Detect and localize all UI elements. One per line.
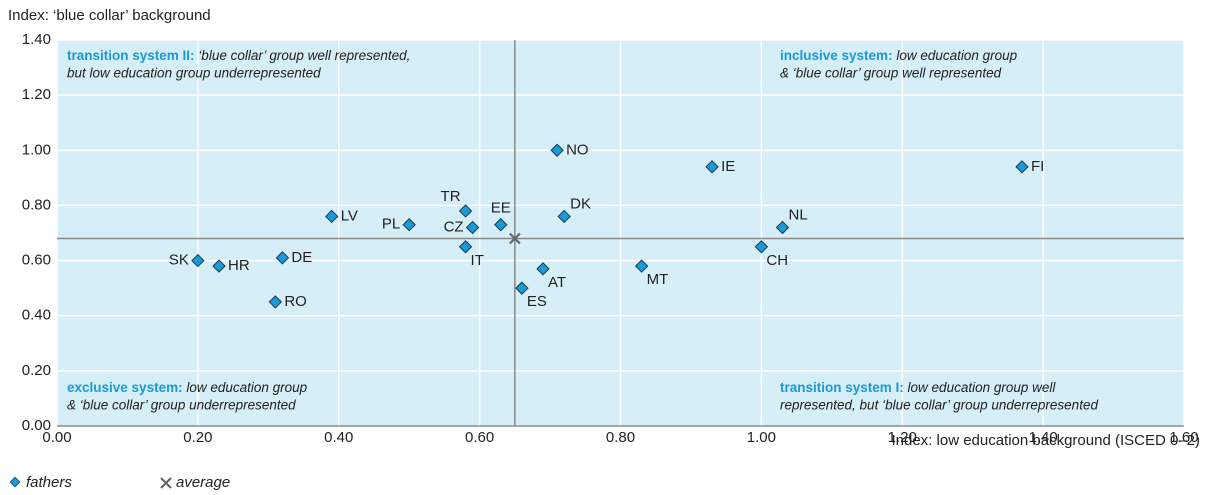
x-tick-label: 0.60 — [465, 429, 494, 446]
point — [705, 160, 719, 174]
point-label: AT — [548, 274, 566, 291]
y-axis-label: Index: ‘blue collar’ background — [8, 7, 211, 24]
annotation: & ‘blue collar’ group well represented — [780, 66, 1002, 81]
annotation: represented, but ‘blue collar’ group und… — [780, 398, 1098, 413]
point — [458, 240, 473, 254]
point-label: TR — [441, 188, 461, 205]
y-tick-label: 0.00 — [22, 417, 51, 434]
point — [212, 259, 226, 273]
legend-label: average — [176, 474, 230, 491]
annotation-text: low education group well — [908, 380, 1057, 395]
point-label: RO — [284, 293, 307, 310]
x-tick-label: 1.40 — [1029, 429, 1058, 446]
point-label: PL — [382, 216, 400, 233]
y-tick-label: 0.20 — [22, 362, 51, 379]
point-label: NO — [566, 141, 589, 158]
y-tick-label: 0.40 — [22, 307, 51, 324]
legend-marker — [160, 477, 172, 489]
x-axis-label: Index: low education background (ISCED 0… — [891, 432, 1200, 449]
point — [557, 209, 571, 224]
point — [754, 240, 769, 254]
point-label: IE — [721, 158, 735, 175]
point — [191, 253, 205, 268]
y-tick-label: 0.80 — [22, 196, 51, 213]
point — [536, 262, 550, 276]
point — [1015, 160, 1029, 174]
point — [775, 220, 790, 235]
point — [550, 143, 564, 157]
point — [458, 204, 473, 218]
point-label: DE — [291, 249, 312, 266]
point-label: SK — [169, 252, 189, 269]
annotation-text: low education group — [896, 48, 1017, 63]
x-tick-label: 1.20 — [888, 429, 917, 446]
point — [634, 259, 649, 273]
y-tick-label: 1.40 — [22, 31, 51, 48]
point-label: NL — [789, 206, 808, 223]
annotation-bold: inclusive system: — [780, 48, 893, 63]
x-tick-label: 0.80 — [606, 429, 635, 446]
average-marker — [509, 232, 521, 245]
point — [465, 220, 480, 235]
point-label: LV — [341, 207, 358, 224]
x-tick-label: 0.20 — [183, 429, 212, 446]
point — [402, 218, 416, 232]
point — [324, 209, 339, 224]
annotation: but low education group underrepresented — [67, 66, 321, 81]
point-label: ES — [527, 293, 547, 310]
point-label: EE — [491, 200, 511, 217]
annotation: inclusive system: low education group — [780, 48, 1018, 63]
annotation: transition system II: ‘blue collar’ grou… — [67, 48, 410, 63]
point-label: MT — [647, 271, 669, 288]
legend-marker — [9, 476, 21, 488]
annotation-text: ‘blue collar’ group well represented, — [198, 48, 410, 63]
point-label: IT — [471, 252, 484, 269]
point-label: CZ — [444, 218, 464, 235]
annotation: exclusive system: low education group — [67, 380, 308, 395]
annotation: & ‘blue collar’ group underrepresented — [67, 398, 296, 413]
point-label: CH — [766, 252, 788, 269]
legend-label: fathers — [26, 474, 72, 491]
x-tick-label: 1.00 — [747, 429, 776, 446]
y-tick-label: 1.20 — [22, 86, 51, 103]
point — [268, 295, 283, 309]
point — [275, 251, 290, 265]
point — [494, 218, 508, 232]
point — [515, 281, 529, 295]
x-tick-label: 0.00 — [42, 429, 71, 446]
point-label: HR — [228, 257, 250, 274]
point-label: FI — [1031, 158, 1044, 175]
annotation-bold: transition system I: — [780, 380, 904, 395]
x-tick-label: 0.40 — [324, 429, 353, 446]
annotation: transition system I: low education group… — [780, 380, 1056, 395]
annotation-text: low education group — [186, 380, 307, 395]
y-tick-label: 0.60 — [22, 252, 51, 269]
x-tick-label: 1.60 — [1169, 429, 1198, 446]
point-label: DK — [570, 195, 591, 212]
y-tick-label: 1.00 — [22, 141, 51, 158]
annotation-bold: transition system II: — [67, 48, 195, 63]
annotation-bold: exclusive system: — [67, 380, 183, 395]
